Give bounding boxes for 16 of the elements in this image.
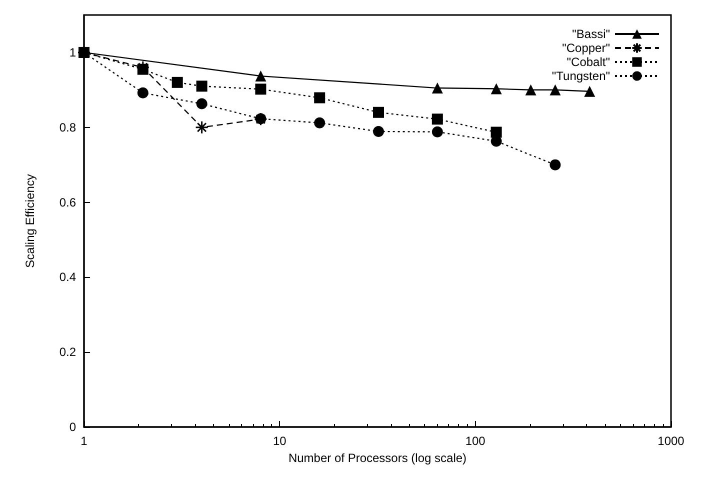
x-tick-label: 1000: [658, 434, 685, 448]
legend-label: "Cobalt": [566, 55, 610, 69]
legend-label: "Bassi": [572, 27, 610, 41]
y-axis-title: Scaling Efficiency: [23, 174, 37, 268]
y-tick-label: 0.4: [59, 270, 76, 284]
y-tick-label: 1: [69, 45, 76, 60]
y-tick-label: 0: [69, 420, 76, 434]
y-tick-label: 0.2: [59, 345, 76, 360]
legend-label: "Copper": [562, 41, 610, 55]
x-tick-label: 10: [272, 434, 287, 448]
x-tick-label: 100: [465, 434, 486, 448]
x-tick-label: 1: [80, 434, 88, 448]
legend-label: "Tungsten": [552, 69, 610, 83]
x-axis-title: Number of Processors (log scale): [288, 450, 467, 465]
y-tick-label: 0.6: [59, 195, 76, 210]
y-tick-label: 0.8: [59, 120, 76, 134]
